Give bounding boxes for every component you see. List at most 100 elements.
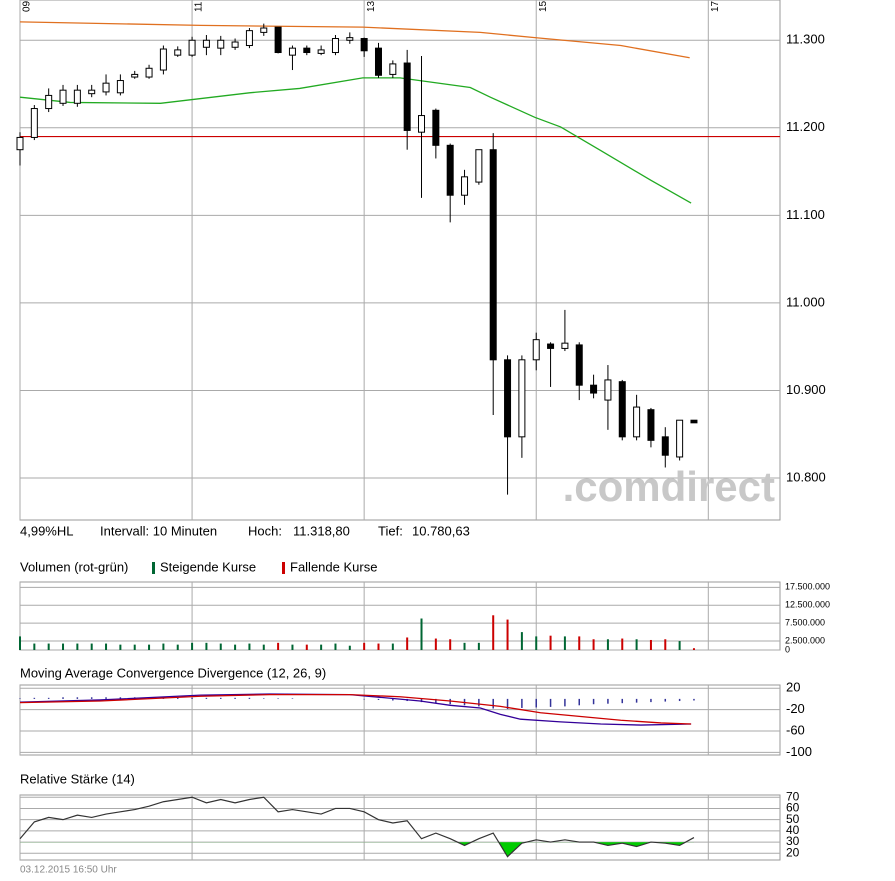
histogram-bar [234, 697, 236, 699]
volume-bar [664, 639, 667, 650]
macd-line [19, 693, 692, 726]
y-tick-label: -100 [786, 744, 812, 759]
volume-bar [492, 615, 495, 650]
info-text: Intervall: 10 Minuten [100, 523, 217, 538]
candle-body [547, 343, 555, 349]
histogram-bar [392, 698, 394, 701]
candle-body [561, 342, 569, 349]
histogram-bar [90, 697, 93, 699]
y-tick-label: -20 [786, 701, 805, 716]
volume-bar [578, 636, 581, 650]
candle-body [102, 82, 110, 93]
candle-body [231, 41, 239, 48]
legend-label: Steigende Kurse [160, 559, 256, 574]
histogram-bar [76, 697, 79, 699]
volume-bar [162, 643, 165, 650]
y-tick-label: 60 [786, 801, 800, 815]
y-tick-label: 17.500.000 [785, 582, 830, 592]
volume-bar [506, 619, 509, 650]
volume-bar [334, 643, 337, 650]
candle-body [346, 37, 354, 41]
y-tick-label: -60 [786, 722, 805, 737]
histogram-bar [363, 698, 365, 700]
info-text: 4,99%HL [20, 523, 73, 538]
candle-body [575, 344, 583, 386]
panel-title: Volumen (rot-grün) [20, 559, 128, 574]
candle-body [489, 149, 497, 361]
histogram-bar [176, 697, 179, 699]
candle-body [159, 48, 167, 71]
histogram-bar [62, 697, 64, 699]
y-tick-label: 20 [786, 680, 800, 695]
volume-bar [621, 638, 624, 650]
candle-body [59, 89, 67, 104]
candle-body [288, 47, 296, 56]
candle-body [274, 26, 282, 54]
moving-average [19, 21, 690, 59]
histogram-bar [47, 697, 50, 699]
candle-body [461, 176, 469, 196]
moving-average [19, 77, 692, 204]
histogram-bar [377, 698, 380, 700]
y-tick-label: 50 [786, 812, 800, 826]
volume-bar [320, 644, 323, 650]
volume-bar [449, 639, 452, 650]
volume-bar [191, 642, 194, 650]
histogram-bar [564, 698, 566, 707]
volume-bar [606, 639, 609, 650]
volume-bar [262, 644, 265, 650]
histogram-bar [635, 698, 638, 703]
histogram-bar [277, 698, 279, 699]
histogram-bar [592, 698, 595, 705]
candle-body [389, 63, 397, 75]
candle-body [303, 47, 311, 54]
volume-bar [363, 642, 366, 650]
histogram-bar [119, 697, 122, 699]
histogram-bar [19, 698, 21, 699]
candle-body [446, 144, 454, 196]
candle-body [202, 39, 210, 48]
volume-bar [406, 637, 409, 650]
candle-body [518, 359, 526, 438]
x-tick-label: 15 [538, 0, 549, 12]
watermark: .comdirect [563, 463, 775, 510]
candle-body [432, 109, 440, 146]
y-tick-label: 0 [785, 644, 790, 654]
volume-bar [477, 642, 480, 650]
candle-body [590, 384, 598, 394]
candle-body [360, 38, 368, 52]
volume-bar [90, 643, 93, 650]
volume-bar [119, 644, 122, 650]
x-tick-label: 17 [710, 0, 721, 12]
volume-bar [520, 632, 523, 650]
x-tick-label: 11 [194, 1, 205, 12]
histogram-bar [621, 698, 624, 704]
histogram-bar [220, 697, 222, 699]
volume-bar [692, 648, 695, 650]
volume-bar [535, 636, 538, 650]
info-text: 10.780,63 [412, 523, 470, 538]
histogram-bar [535, 698, 537, 708]
histogram-bar [549, 698, 552, 707]
y-tick-label: 11.000 [786, 294, 825, 309]
info-text: Tief: [378, 523, 403, 538]
volume-bar [420, 618, 423, 650]
candle-body [661, 436, 669, 456]
volume-bar [348, 645, 351, 650]
candle-body [73, 89, 81, 104]
rsi-line [19, 796, 695, 858]
candle-body [317, 49, 325, 54]
volume-bar [592, 639, 595, 650]
histogram-bar [420, 698, 423, 703]
volume-bar [33, 643, 36, 650]
volume-bar [148, 644, 151, 650]
candle-body [374, 47, 382, 76]
candle-body [217, 39, 225, 49]
histogram-bar [478, 698, 480, 707]
info-text: Hoch: [248, 523, 282, 538]
volume-bar [434, 638, 437, 650]
volume-bar [248, 643, 251, 650]
candle-body [475, 149, 483, 183]
